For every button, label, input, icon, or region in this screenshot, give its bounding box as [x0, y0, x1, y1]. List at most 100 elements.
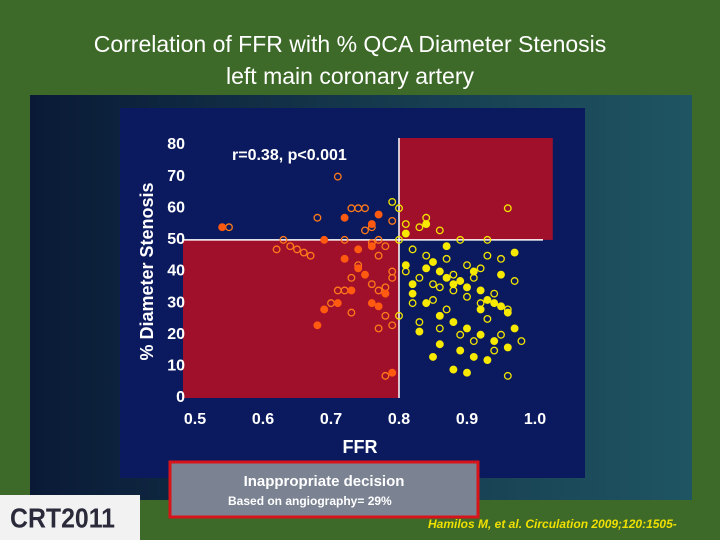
point: [476, 330, 485, 339]
point: [401, 220, 410, 229]
point: [367, 220, 376, 229]
point: [456, 277, 465, 285]
point: [510, 324, 519, 333]
logo: CRT2011: [10, 502, 115, 533]
point: [490, 289, 499, 298]
x-tick-label: 0.7: [320, 411, 342, 428]
x-tick-label: 0.6: [252, 411, 274, 428]
region: [183, 239, 399, 398]
point: [408, 245, 417, 254]
point: [469, 337, 478, 346]
point: [456, 235, 465, 244]
point: [408, 280, 417, 289]
point: [320, 235, 329, 244]
point: [388, 368, 397, 377]
point: [483, 314, 492, 323]
point: [435, 267, 444, 276]
point: [429, 280, 437, 289]
point: [340, 213, 349, 222]
point: [422, 264, 431, 273]
point: [361, 270, 369, 279]
point: [476, 264, 485, 273]
point: [422, 299, 431, 308]
point: [429, 352, 437, 361]
y-tick-label: 80: [167, 136, 185, 153]
point: [435, 311, 444, 320]
point: [381, 311, 390, 320]
point: [218, 223, 227, 232]
point: [442, 305, 451, 314]
point: [442, 254, 451, 263]
point: [354, 245, 363, 254]
box-title: Inappropriate decision: [244, 473, 405, 490]
point: [435, 340, 444, 349]
point: [367, 242, 376, 251]
point: [333, 299, 342, 308]
point: [374, 210, 383, 219]
point: [463, 368, 471, 377]
point: [374, 251, 383, 260]
title-line: left main coronary artery: [226, 63, 474, 89]
point: [388, 216, 397, 225]
point: [449, 318, 458, 327]
point: [320, 305, 329, 314]
point: [442, 242, 451, 251]
point: [435, 324, 444, 333]
x-tick-label: 0.5: [184, 411, 206, 428]
y-tick-label: 0: [176, 389, 185, 406]
point: [442, 273, 451, 282]
point: [313, 213, 322, 222]
point: [374, 302, 383, 311]
point: [286, 242, 295, 251]
point: [497, 302, 505, 311]
point: [469, 352, 478, 361]
point: [415, 318, 424, 327]
point: [463, 283, 471, 292]
point: [367, 280, 376, 289]
point: [388, 197, 397, 206]
point: [388, 273, 397, 282]
point: [483, 235, 492, 244]
point: [517, 337, 526, 346]
y-axis-label: % Diameter Stenosis: [137, 182, 157, 360]
point: [374, 286, 383, 295]
point: [503, 204, 512, 213]
x-tick-label: 1.0: [524, 411, 546, 428]
point: [510, 277, 519, 285]
point: [497, 254, 505, 263]
point: [449, 280, 458, 289]
point: [340, 254, 349, 263]
point: [483, 296, 492, 304]
y-tick-label: 30: [167, 294, 185, 311]
point: [374, 324, 383, 333]
point: [401, 229, 410, 238]
point: [374, 235, 383, 244]
title-line: Correlation of FFR with % QCA Diameter S…: [94, 31, 607, 57]
x-tick-label: 0.8: [388, 411, 410, 428]
point: [395, 311, 403, 320]
point: [490, 346, 499, 355]
point: [435, 226, 444, 235]
point: [313, 321, 322, 330]
point: [293, 245, 301, 254]
plot: 0 10 20 30 40 50 60 70 80 0.5 0.6 0.7 0.8 0.9 1.0 FFR % …: [137, 136, 553, 457]
point: [456, 330, 465, 339]
point: [340, 235, 349, 244]
point: [463, 324, 471, 333]
point: [429, 296, 437, 304]
point: [395, 204, 403, 213]
box-subtitle: Based on angiography= 29%: [228, 494, 392, 508]
x-axis-label: FFR: [343, 437, 378, 457]
point: [279, 235, 288, 244]
y-tick-label: 60: [167, 199, 185, 216]
point: [422, 251, 431, 260]
point: [456, 346, 465, 355]
logo-bg: [0, 495, 140, 540]
y-tick-label: 70: [167, 168, 185, 185]
citation: Hamilos M, et al. Circulation 2009;120:1…: [428, 517, 677, 531]
point: [476, 305, 485, 314]
point: [388, 321, 397, 330]
point: [503, 371, 512, 380]
y-tick-label: 10: [167, 358, 185, 375]
